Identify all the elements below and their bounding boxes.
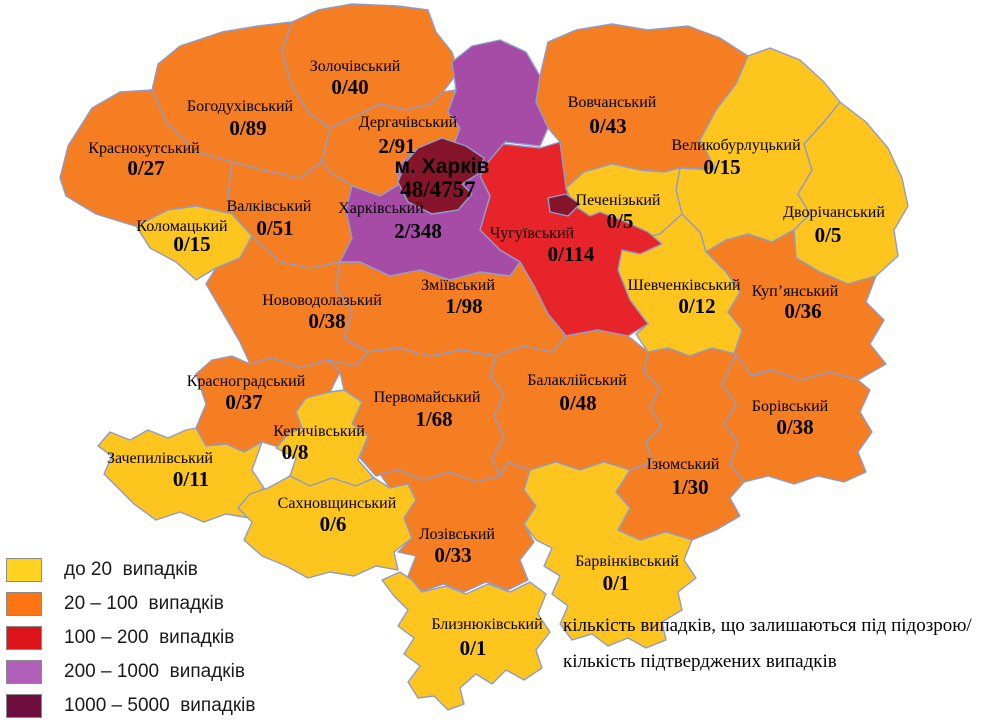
district-value-label-blyzniukivskyi: 0/1	[460, 636, 487, 660]
district-name-label-kharkivskyi: Харківський	[338, 200, 424, 217]
district-name-label-dvorichanskyi: Дворічанський	[783, 204, 885, 221]
district-value-label-lozivskyi: 0/33	[434, 543, 471, 567]
district-value-label-valkivskyi: 0/51	[256, 216, 293, 240]
district-value-label-chuhuivskyi: 0/114	[548, 242, 595, 266]
district-value-label-kharkiv_city: 48/4757	[400, 177, 475, 202]
district-region-kharkiv_city	[397, 137, 485, 215]
district-name-label-kehychivskyi: Кегичівський	[273, 423, 365, 440]
district-value-label-dvorichanskyi: 0/5	[815, 223, 842, 247]
district-name-label-iziumskyi: Ізюмський	[647, 456, 720, 473]
district-name-label-sakhnovshchynskyi: Сахновщинський	[278, 495, 397, 512]
district-name-label-balakliiskyi: Балаклійський	[527, 372, 627, 389]
district-name-label-valkivskyi: Валківський	[227, 198, 312, 215]
legend-item-purple: 200 – 1000 випадків	[6, 655, 286, 689]
legend-label: до 20 випадків	[64, 559, 198, 580]
district-region-lozivskyi	[379, 461, 537, 593]
legend-label: 20 – 100 випадків	[64, 593, 224, 614]
district-value-label-krasnokutskyi: 0/27	[127, 156, 164, 180]
district-value-label-vovchanskyi: 0/43	[589, 114, 626, 138]
legend-swatch-orange	[6, 592, 42, 616]
legend-label: 100 – 200 випадків	[64, 627, 235, 648]
legend-swatch-dark	[6, 694, 42, 718]
district-value-label-zachepylivskyi: 0/11	[173, 467, 209, 491]
footnote-line-2: кількість підтверджених випадків	[563, 651, 837, 673]
district-region-sakhnovshchynskyi	[237, 475, 417, 579]
map-footnote: кількість випадків, що залишаються під п…	[563, 608, 983, 680]
district-value-label-kupyanskyi: 0/36	[784, 299, 821, 323]
district-name-label-kupyanskyi: Куп’янський	[752, 283, 839, 300]
district-name-label-barvinkivskyi: Барвінківський	[575, 553, 679, 570]
district-name-label-krasnokutskyi: Краснокутський	[88, 140, 200, 157]
district-value-label-kehychivskyi: 0/8	[282, 440, 309, 464]
district-region-barvinkivskyi	[523, 461, 697, 649]
district-name-label-zachepylivskyi: Зачепилівський	[107, 450, 213, 467]
district-value-label-borivskyi: 0/38	[776, 415, 813, 439]
district-name-label-derhachivskyi: Дергачівський	[359, 114, 458, 131]
district-name-label-borivskyi: Борівський	[752, 398, 829, 415]
district-name-label-krasnohradskyi: Красноградський	[187, 373, 306, 390]
district-value-label-bohodukhivskyi: 0/89	[229, 116, 266, 140]
district-region-zachepylivskyi	[97, 427, 265, 523]
district-value-label-pechenizkyi: 0/5	[607, 209, 634, 233]
legend-swatch-purple	[6, 660, 42, 684]
district-value-label-novovodolazkyi: 0/38	[308, 309, 345, 333]
legend-item-orange: 20 – 100 випадків	[6, 587, 286, 621]
district-name-label-velykoburluzkyi: Великобурлуцький	[671, 137, 801, 154]
legend-swatch-red	[6, 626, 42, 650]
district-value-label-derhachivskyi: 2/91	[378, 134, 415, 158]
district-value-label-zmiivskyi: 1/98	[445, 294, 482, 318]
legend-label: 1000 – 5000 випадків	[64, 695, 256, 716]
district-value-label-shevchenkivskyi: 0/12	[678, 294, 715, 318]
district-name-label-novovodolazkyi: Нововодолазький	[262, 292, 382, 309]
map-legend: до 20 випадків 20 – 100 випадків 100 – 200…	[6, 553, 286, 721]
district-region-iziumskyi	[615, 347, 745, 541]
district-name-label-kharkiv_city: м. Харків	[395, 155, 490, 178]
district-name-label-blyzniukivskyi: Близнюківський	[431, 616, 543, 633]
district-name-label-pechenizkyi: Печенізький	[576, 192, 661, 209]
district-value-label-pervomaiskyi: 1/68	[415, 407, 452, 431]
legend-item-dark: 1000 – 5000 випадків	[6, 689, 286, 721]
district-name-label-zmiivskyi: Зміївський	[421, 277, 495, 294]
district-name-label-vovchanskyi: Вовчанський	[568, 94, 657, 111]
district-region-blyzniukivskyi	[381, 571, 551, 711]
district-value-label-zolochivskyi: 0/40	[331, 75, 368, 99]
district-value-label-barvinkivskyi: 0/1	[603, 571, 630, 595]
district-value-label-sakhnovshchynskyi: 0/6	[320, 512, 347, 536]
district-value-label-kharkivskyi: 2/348	[394, 219, 442, 243]
legend-swatch-yellow	[6, 558, 42, 582]
district-region-kharkiv_city-exclave	[547, 193, 581, 217]
district-value-label-kolomatskyi: 0/15	[173, 232, 210, 256]
district-name-label-lozivskyi: Лозівський	[419, 526, 495, 543]
district-value-label-balakliiskyi: 0/48	[559, 391, 596, 415]
district-name-label-bohodukhivskyi: Богодухівський	[187, 98, 294, 115]
legend-item-red: 100 – 200 випадків	[6, 621, 286, 655]
legend-item-yellow: до 20 випадків	[6, 553, 286, 587]
footnote-line-1: кількість випадків, що залишаються під п…	[563, 615, 972, 636]
district-name-label-shevchenkivskyi: Шевченківський	[628, 277, 741, 294]
district-name-label-zolochivskyi: Золочівський	[310, 58, 401, 75]
district-value-label-velykoburluzkyi: 0/15	[703, 155, 740, 179]
district-name-label-chuhuivskyi: Чугуївський	[490, 225, 575, 242]
legend-label: 200 – 1000 випадків	[64, 661, 245, 682]
district-value-label-iziumskyi: 1/30	[671, 475, 708, 499]
district-name-label-kolomatskyi: Коломацький	[136, 218, 228, 235]
district-value-label-krasnohradskyi: 0/37	[225, 390, 262, 414]
district-name-label-pervomaiskyi: Первомайський	[374, 389, 481, 406]
